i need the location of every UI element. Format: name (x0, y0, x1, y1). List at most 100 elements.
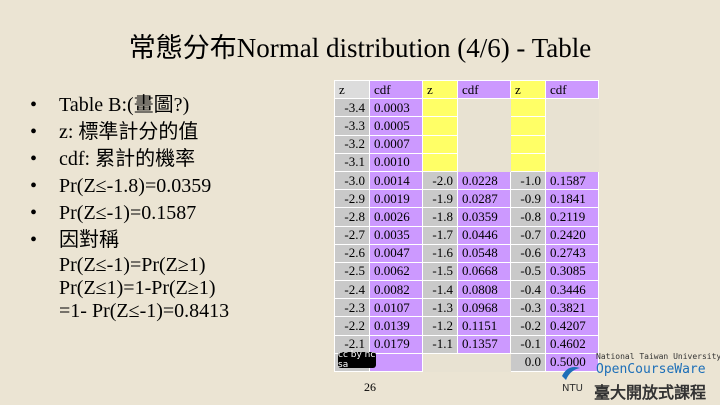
cell-cdf: 0.0007 (369, 134, 423, 154)
cell-cdf: 0.0179 (369, 334, 423, 354)
table-row: -3.3 0.0005 (334, 116, 599, 136)
cell-cdf: 0.0019 (369, 189, 423, 209)
cell-cdf: 0.2119 (545, 207, 599, 227)
cell-z: -2.9 (334, 189, 370, 209)
cell-cdf (457, 152, 511, 172)
header-cdf: cdf (545, 79, 599, 100)
cell-cdf: 0.0548 (457, 243, 511, 263)
symmetry-line: Pr(Z≤-1)=Pr(Z≥1) (59, 254, 206, 276)
ntu-logo-icon: NTU (562, 367, 583, 394)
cell-cdf: 0.0062 (369, 261, 423, 282)
cell-z: -2.5 (334, 261, 370, 282)
cell-cdf: 0.0668 (457, 261, 511, 282)
cell-z: -0.4 (510, 280, 546, 300)
bullet-item: • Table B:(畫圖?) (30, 92, 229, 119)
cell-cdf (457, 134, 511, 154)
page-number: 26 (364, 380, 376, 394)
cell-z: -2.0 (422, 170, 458, 191)
cell-cdf: 0.1587 (545, 170, 599, 191)
normal-cdf-table: z cdf z cdf z cdf -3.4 0.0003 -3.3 0.0005 -3… (334, 79, 599, 373)
bullet-dot-icon: • (30, 148, 38, 170)
cell-cdf (457, 98, 511, 118)
bullet-dot-icon: • (30, 202, 38, 224)
cell-z: -2.6 (334, 243, 370, 263)
table-row: -2.5 0.0062 -1.5 0.0668 -0.5 0.3085 (334, 261, 599, 282)
cell-cdf: 0.3821 (545, 298, 599, 318)
cell-z (422, 98, 458, 118)
cell-cdf: 0.2420 (545, 225, 599, 245)
table-row: -2.9 0.0019 -1.9 0.0287 -0.9 0.1841 (334, 189, 599, 209)
cell-cdf (545, 98, 599, 118)
cell-z: -2.8 (334, 207, 370, 227)
cell-z: -1.6 (422, 243, 458, 263)
cell-cdf: 0.0003 (369, 98, 423, 118)
cell-z: -0.8 (510, 207, 546, 227)
cell-z (510, 116, 546, 136)
cell-cdf (545, 134, 599, 154)
cell-z: -1.4 (422, 280, 458, 300)
cell-cdf: 0.0968 (457, 298, 511, 318)
cell-cdf: 0.0005 (369, 116, 423, 136)
cell-z: -0.2 (510, 316, 546, 336)
header-cdf: cdf (369, 79, 423, 100)
cell-cdf: 0.0107 (369, 298, 423, 318)
cell-cdf: 0.0010 (369, 152, 423, 172)
table-row: -2.4 0.0082 -1.4 0.0808 -0.4 0.3446 (334, 280, 599, 300)
cell-cdf: 0.0359 (457, 207, 511, 227)
cell-cdf (457, 352, 511, 373)
cell-cdf: 0.0287 (457, 189, 511, 209)
header-z: z (422, 79, 458, 100)
cell-z (510, 134, 546, 154)
cell-cdf: 0.0014 (369, 170, 423, 191)
logo-chinese: 臺大開放式課程 (594, 383, 707, 402)
cell-cdf: 0.0228 (457, 170, 511, 191)
cell-cdf: 0.1841 (545, 189, 599, 209)
cell-z (422, 134, 458, 154)
header-z: z (510, 79, 546, 100)
cell-z: -1.5 (422, 261, 458, 282)
cell-z: -0.6 (510, 243, 546, 263)
cell-z: -0.1 (510, 334, 546, 354)
cell-cdf (545, 116, 599, 136)
cell-z: -3.2 (334, 134, 370, 154)
cell-z (510, 98, 546, 118)
table-row: -3.2 0.0007 (334, 134, 599, 154)
cell-cdf (369, 352, 423, 373)
cell-z: -0.5 (510, 261, 546, 282)
cell-z: -2.3 (334, 298, 370, 318)
cell-z (510, 152, 546, 172)
cell-z: -0.9 (510, 189, 546, 209)
table-row: -2.3 0.0107 -1.3 0.0968 -0.3 0.3821 (334, 298, 599, 318)
cell-z: -3.0 (334, 170, 370, 191)
cell-z: 0.0 (510, 352, 546, 373)
slide-title: 常態分布Normal distribution (4/6) - Table (128, 33, 592, 63)
table-row: -2.8 0.0026 -1.8 0.0359 -0.8 0.2119 (334, 207, 599, 227)
bullet-list: • Table B:(畫圖?) • z: 標準計分的值 • cdf: 累計的機率 • P… (30, 92, 229, 323)
bullet-dot-icon: • (30, 94, 38, 116)
bullet-item: • Pr(Z≤-1)=0.1587 (30, 200, 229, 227)
cell-z: -3.4 (334, 98, 370, 118)
cell-z: -1.8 (422, 207, 458, 227)
cell-cdf: 0.0082 (369, 280, 423, 300)
cell-z: -0.7 (510, 225, 546, 245)
cell-cdf: 0.5000 (545, 352, 599, 373)
cell-z: -1.9 (422, 189, 458, 209)
cell-cdf: 0.0139 (369, 316, 423, 336)
table-row: -3.1 0.0010 (334, 152, 599, 172)
symmetry-label: 因對稱 (59, 229, 119, 251)
table-row: -2.1 0.0179 -1.1 0.1357 -0.1 0.4602 (334, 334, 599, 354)
cell-cdf: 0.0035 (369, 225, 423, 245)
cell-z: -2.1 (334, 334, 370, 354)
bullet-dot-icon: • (30, 229, 38, 251)
cell-cdf: 0.3446 (545, 280, 599, 300)
cell-z (422, 116, 458, 136)
cell-z (422, 152, 458, 172)
ntu-ocw-logo[interactable]: NTU National Taiwan University OpenCours… (556, 352, 720, 402)
bullet-item: • Pr(Z≤-1.8)=0.0359 (30, 173, 229, 200)
cc-license-badge[interactable]: cc by nc sa (338, 350, 376, 370)
cell-cdf: 0.0047 (369, 243, 423, 263)
cell-z: -1.3 (422, 298, 458, 318)
svg-text:NTU: NTU (562, 383, 583, 394)
cell-cdf (457, 116, 511, 136)
bullet-item-symmetry: • 因對稱 Pr(Z≤-1)=Pr(Z≥1) Pr(Z≤1)=1-Pr(Z≥1) … (30, 227, 229, 323)
